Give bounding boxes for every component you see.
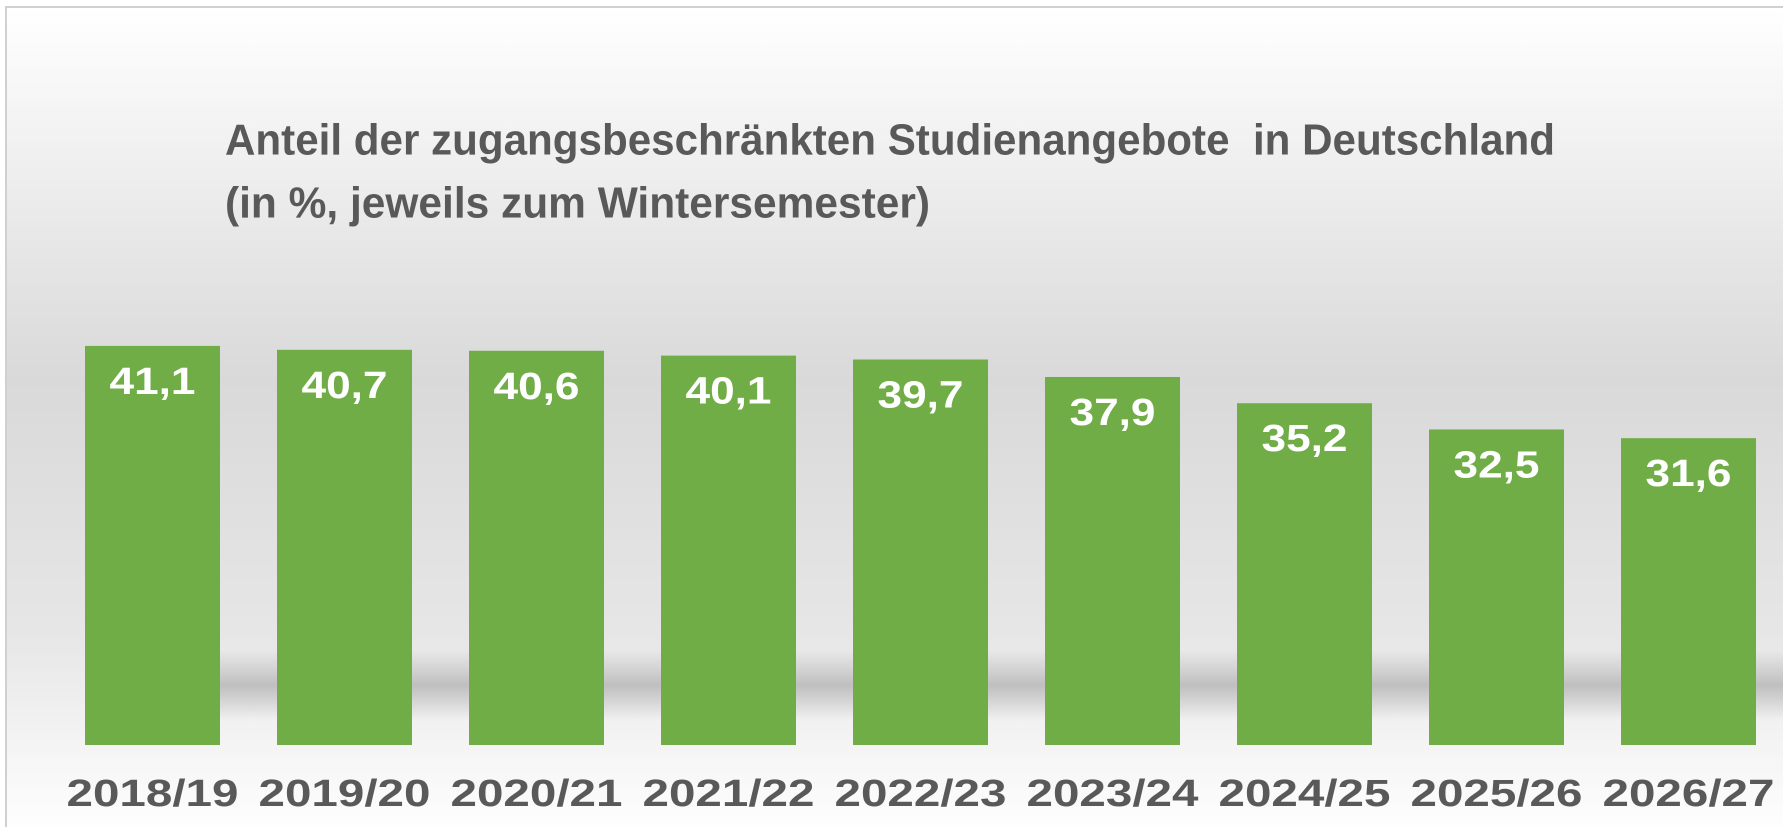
value-label: 32,5 <box>1454 444 1540 486</box>
bar <box>85 345 220 745</box>
x-tick-label: 2021/22 <box>643 773 815 815</box>
bar <box>1621 438 1756 745</box>
value-label: 40,7 <box>302 365 388 407</box>
chart-subtitle: (in %, jeweils zum Wintersemester) <box>225 179 930 228</box>
bar <box>1045 376 1180 745</box>
value-label: 31,6 <box>1646 453 1732 495</box>
bar <box>277 349 412 745</box>
value-label: 40,6 <box>494 366 580 408</box>
x-tick-label: 2026/27 <box>1603 773 1775 815</box>
x-tick-label: 2025/26 <box>1411 773 1583 815</box>
bar <box>853 359 988 745</box>
bar <box>661 355 796 745</box>
value-label: 35,2 <box>1262 418 1348 460</box>
chart-title: Anteil der zugangsbeschränkten Studienan… <box>225 116 1555 165</box>
x-tick-label: 2023/24 <box>1027 773 1199 815</box>
value-label: 41,1 <box>110 361 196 403</box>
bar <box>1237 403 1372 745</box>
value-label: 40,1 <box>686 371 772 413</box>
x-tick-label: 2024/25 <box>1219 773 1391 815</box>
bar <box>1429 429 1564 745</box>
x-tick-label: 2019/20 <box>259 773 431 815</box>
x-tick-label: 2020/21 <box>451 773 623 815</box>
x-tick-label: 2022/23 <box>835 773 1007 815</box>
value-label: 37,9 <box>1070 392 1156 434</box>
x-tick-label: 2018/19 <box>67 773 239 815</box>
bar <box>469 350 604 745</box>
value-label: 39,7 <box>878 375 964 417</box>
